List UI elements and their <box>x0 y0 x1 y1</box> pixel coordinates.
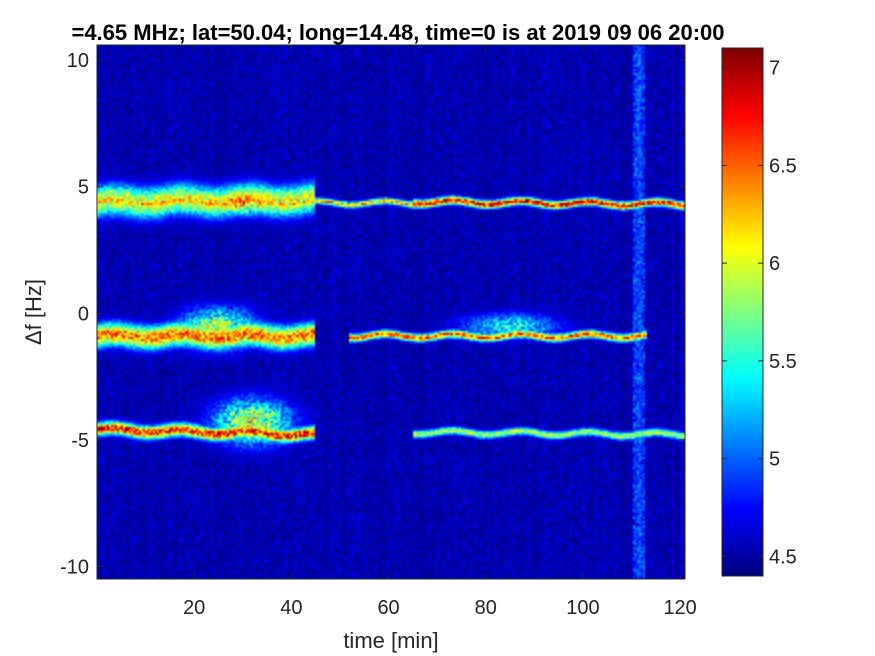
colorbar-tick-label: 4.5 <box>769 546 797 568</box>
y-tick-label: 10 <box>67 50 89 72</box>
colorbar-tick-label: 5.5 <box>769 351 797 373</box>
y-axis-ticks: 10 5 0 -5 -10 <box>60 50 685 578</box>
y-axis-label: Δf [Hz] <box>21 279 46 345</box>
colorbar-tick-label: 5 <box>769 449 780 471</box>
plot-frame <box>96 44 686 580</box>
y-tick-label: -5 <box>71 430 89 452</box>
x-tick-label: 20 <box>183 597 205 619</box>
plot-area <box>96 44 686 580</box>
x-tick-label: 120 <box>663 597 696 619</box>
y-tick-label: -10 <box>60 556 89 578</box>
colorbar-ticks: 4.5 5 5.5 6 6.5 7 <box>722 58 797 568</box>
heatmap <box>97 45 685 579</box>
colorbar-tick-label: 6.5 <box>769 155 797 177</box>
y-tick-label: 5 <box>78 177 89 199</box>
x-tick-label: 100 <box>566 597 599 619</box>
colorbar-tick-label: 6 <box>769 253 780 275</box>
x-axis-label: time [min] <box>343 628 438 653</box>
x-axis-ticks: 20 40 60 80 100 120 <box>183 45 697 619</box>
colorbar: 4.5 5 5.5 6 6.5 7 <box>721 47 797 577</box>
colorbar-tick-label: 7 <box>769 58 780 80</box>
x-tick-label: 40 <box>280 597 302 619</box>
colorbar-frame <box>721 47 764 577</box>
chart-title: =4.65 MHz; lat=50.04; long=14.48, time=0… <box>71 20 724 45</box>
x-tick-label: 60 <box>377 597 399 619</box>
x-tick-label: 80 <box>475 597 497 619</box>
y-tick-label: 0 <box>78 303 89 325</box>
colorbar-gradient <box>722 48 763 576</box>
